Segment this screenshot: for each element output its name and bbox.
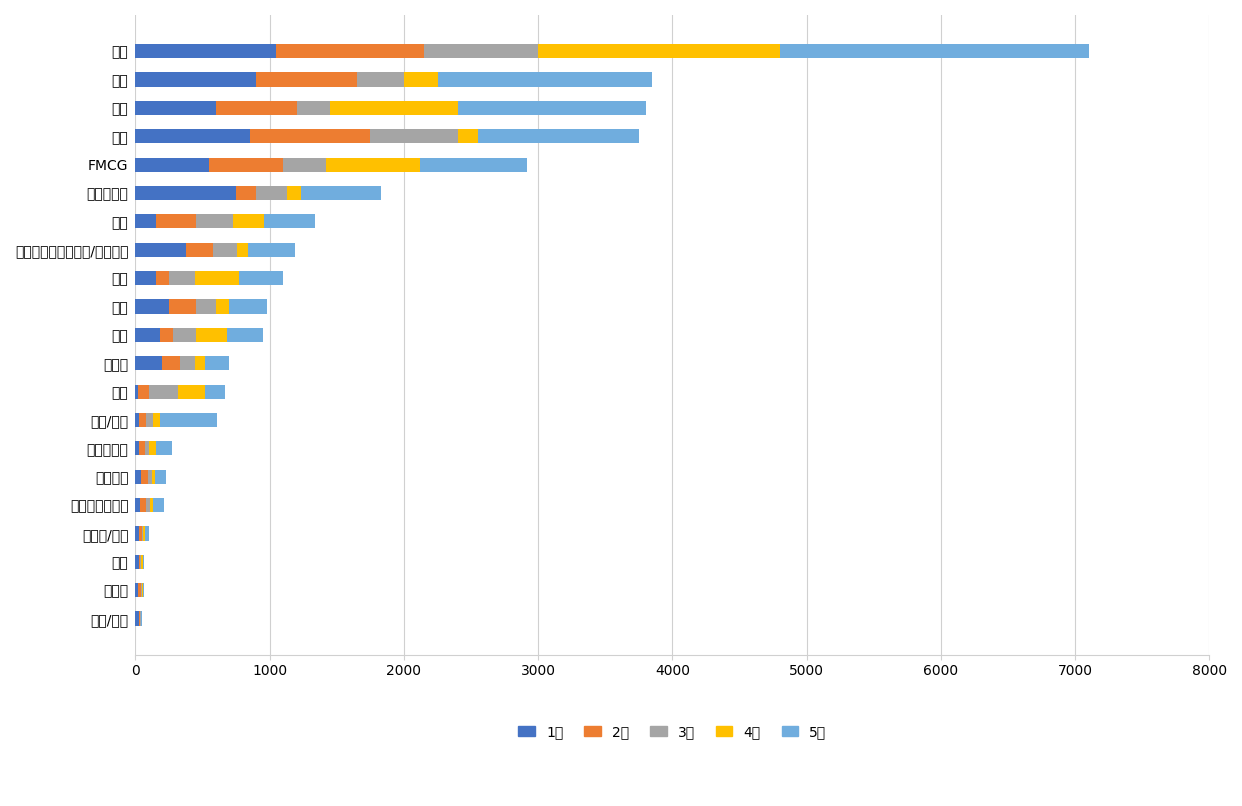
- Bar: [135, 413, 139, 427]
- Bar: [148, 470, 152, 484]
- Bar: [145, 526, 149, 541]
- Bar: [227, 328, 263, 342]
- Bar: [153, 413, 160, 427]
- Bar: [140, 498, 147, 512]
- Bar: [457, 101, 646, 115]
- Bar: [277, 44, 424, 58]
- Bar: [135, 157, 210, 172]
- Bar: [139, 413, 147, 427]
- Bar: [780, 44, 1089, 58]
- Bar: [327, 157, 420, 172]
- Bar: [135, 44, 277, 58]
- Bar: [297, 101, 330, 115]
- Bar: [147, 413, 153, 427]
- Bar: [287, 186, 301, 200]
- Bar: [330, 101, 457, 115]
- Bar: [230, 299, 267, 314]
- Bar: [135, 612, 139, 625]
- Bar: [155, 470, 165, 484]
- Bar: [135, 356, 163, 370]
- Bar: [145, 441, 149, 455]
- Bar: [139, 555, 140, 569]
- Bar: [152, 470, 155, 484]
- Bar: [140, 470, 148, 484]
- Bar: [233, 214, 265, 228]
- Bar: [283, 157, 327, 172]
- Bar: [135, 73, 256, 86]
- Bar: [135, 271, 155, 285]
- Bar: [138, 384, 149, 399]
- Bar: [135, 101, 216, 115]
- Bar: [538, 44, 780, 58]
- Bar: [404, 73, 437, 86]
- Bar: [424, 44, 538, 58]
- Bar: [265, 214, 315, 228]
- Bar: [143, 555, 144, 569]
- Bar: [437, 73, 652, 86]
- Bar: [135, 470, 140, 484]
- Bar: [135, 214, 155, 228]
- Bar: [135, 441, 139, 455]
- Bar: [196, 299, 216, 314]
- Bar: [163, 356, 180, 370]
- Bar: [196, 214, 233, 228]
- Bar: [160, 413, 217, 427]
- Bar: [135, 583, 138, 597]
- Bar: [173, 328, 196, 342]
- Bar: [153, 498, 164, 512]
- Bar: [135, 384, 138, 399]
- Bar: [256, 73, 356, 86]
- Bar: [216, 299, 230, 314]
- Bar: [155, 271, 169, 285]
- Bar: [195, 356, 205, 370]
- Bar: [214, 243, 237, 257]
- Bar: [135, 186, 236, 200]
- Bar: [142, 526, 144, 541]
- Bar: [196, 328, 227, 342]
- Bar: [186, 243, 214, 257]
- Bar: [420, 157, 528, 172]
- Bar: [147, 498, 149, 512]
- Bar: [256, 186, 287, 200]
- Bar: [169, 299, 196, 314]
- Bar: [138, 583, 140, 597]
- Bar: [205, 356, 230, 370]
- Bar: [238, 271, 283, 285]
- Bar: [216, 101, 297, 115]
- Bar: [135, 129, 250, 143]
- Bar: [155, 214, 196, 228]
- Bar: [142, 555, 143, 569]
- Bar: [356, 73, 404, 86]
- Bar: [140, 555, 142, 569]
- Bar: [135, 498, 140, 512]
- Bar: [301, 186, 381, 200]
- Bar: [149, 384, 179, 399]
- Legend: 1月, 2月, 3月, 4月, 5月: 1月, 2月, 3月, 4月, 5月: [513, 719, 832, 745]
- Bar: [370, 129, 457, 143]
- Bar: [135, 328, 160, 342]
- Bar: [205, 384, 225, 399]
- Bar: [135, 526, 139, 541]
- Bar: [149, 441, 155, 455]
- Bar: [250, 129, 370, 143]
- Bar: [139, 526, 142, 541]
- Bar: [457, 129, 478, 143]
- Bar: [135, 243, 186, 257]
- Bar: [210, 157, 283, 172]
- Bar: [139, 441, 145, 455]
- Bar: [149, 498, 153, 512]
- Bar: [248, 243, 296, 257]
- Bar: [160, 328, 173, 342]
- Bar: [195, 271, 238, 285]
- Bar: [135, 555, 139, 569]
- Bar: [135, 299, 169, 314]
- Bar: [237, 243, 248, 257]
- Bar: [236, 186, 256, 200]
- Bar: [155, 441, 171, 455]
- Bar: [478, 129, 638, 143]
- Bar: [179, 384, 205, 399]
- Bar: [169, 271, 195, 285]
- Bar: [180, 356, 195, 370]
- Bar: [144, 526, 145, 541]
